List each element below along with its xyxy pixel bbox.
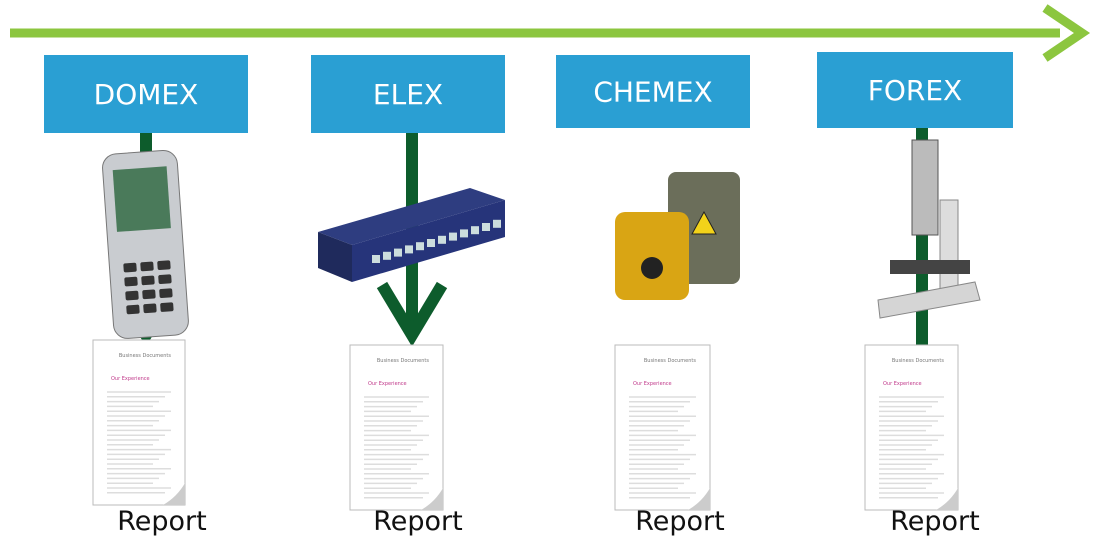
microscope-stage: [890, 260, 970, 274]
phone-key: [143, 303, 157, 313]
category-label: DOMEX: [94, 78, 199, 111]
report-label: Report: [117, 506, 207, 537]
switch-port: [482, 223, 490, 231]
phone-key: [141, 275, 155, 285]
document-title: Business Documents: [644, 358, 697, 364]
switch-port: [449, 233, 457, 241]
category-label: CHEMEX: [593, 76, 712, 109]
switch-port: [394, 249, 402, 257]
timeline-diagram: DOMEX Business Documents Our Experience Rep…: [0, 0, 1095, 539]
document-heading: Our Experience: [883, 381, 922, 387]
drum: [615, 212, 689, 300]
document-heading: Our Experience: [368, 381, 407, 387]
category-label: FOREX: [868, 74, 962, 107]
barrels-icon: [615, 172, 740, 300]
phone-key: [126, 305, 140, 315]
document-page: [615, 345, 710, 510]
phone-key: [157, 260, 171, 270]
document-page: [865, 345, 958, 510]
microscope-tube: [912, 140, 938, 235]
phone-key: [142, 289, 156, 299]
microscope-arm: [940, 200, 958, 290]
phone-key: [158, 274, 172, 284]
phone-icon: [102, 150, 190, 340]
report-label: Report: [890, 506, 980, 537]
report-label: Report: [373, 506, 463, 537]
phone-key: [123, 263, 137, 273]
switch-port: [460, 229, 468, 237]
microscope-base: [878, 282, 980, 318]
document-heading: Our Experience: [111, 376, 150, 382]
document-title: Business Documents: [892, 358, 945, 364]
category-label: ELEX: [373, 78, 443, 111]
microscope-icon: [878, 140, 980, 318]
document-heading: Our Experience: [633, 381, 672, 387]
phone-key: [140, 261, 154, 271]
document-title: Business Documents: [377, 358, 430, 364]
phone-key: [124, 277, 138, 287]
switch-port: [427, 239, 435, 247]
document-title: Business Documents: [119, 353, 172, 359]
phone-key: [159, 288, 173, 298]
switch-port: [493, 220, 501, 228]
document-page: [350, 345, 443, 510]
radiation-sign: [641, 257, 663, 279]
switch-port: [438, 236, 446, 244]
switch-port: [405, 245, 413, 253]
switch-port: [416, 242, 424, 250]
phone-key: [160, 302, 174, 312]
phone-key: [125, 291, 139, 301]
document-page: [93, 340, 185, 505]
report-label: Report: [635, 506, 725, 537]
switch-port: [372, 255, 380, 263]
switch-port: [383, 252, 391, 260]
switch-port: [471, 226, 479, 234]
phone-screen: [113, 166, 171, 232]
